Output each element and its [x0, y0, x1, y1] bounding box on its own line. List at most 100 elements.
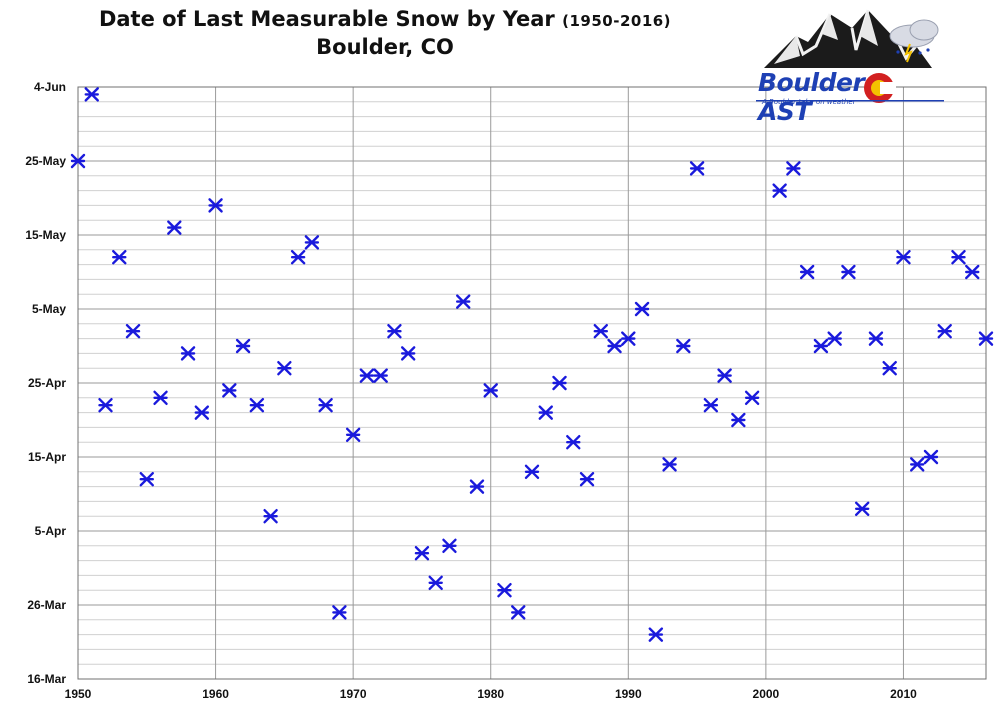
data-point-marker — [277, 361, 292, 376]
data-point-marker — [125, 324, 141, 339]
y-tick-label: 15-May — [25, 228, 66, 242]
bouldercast-logo: BoulderAST A Boulder take on weather — [756, 6, 946, 126]
x-tick-label: 2000 — [753, 687, 780, 701]
data-point-marker — [689, 161, 705, 176]
logo-brand-right: AST — [758, 97, 811, 126]
data-point-marker — [524, 464, 540, 479]
y-tick-label: 4-Jun — [34, 80, 66, 94]
x-axis-tick-labels: 1950 1960 1970 1980 1990 2000 2010 — [65, 687, 917, 701]
data-point-marker — [813, 338, 829, 354]
data-point-marker — [387, 324, 402, 339]
x-tick-label: 1950 — [65, 687, 92, 701]
data-point-marker — [579, 472, 595, 487]
y-tick-label: 25-Apr — [28, 376, 66, 390]
data-point-marker — [263, 509, 278, 524]
data-point-marker — [456, 294, 471, 309]
data-point-marker — [511, 605, 526, 620]
data-point-marker — [868, 331, 884, 346]
data-point-marker — [112, 249, 127, 265]
data-point-marker — [937, 324, 952, 339]
data-point-marker — [235, 338, 251, 354]
y-tick-label: 16-Mar — [27, 672, 66, 686]
data-point-marker — [428, 575, 443, 590]
data-point-marker — [607, 338, 622, 354]
data-point-marker — [359, 368, 375, 383]
data-point-marker — [621, 331, 636, 346]
data-point-marker — [84, 87, 99, 102]
logo-tagline: A Boulder take on weather — [762, 98, 856, 106]
data-markers — [70, 87, 994, 642]
data-point-marker — [400, 346, 416, 361]
x-tick-label: 2010 — [890, 687, 917, 701]
y-tick-label: 5-May — [32, 302, 66, 316]
data-point-marker — [222, 383, 237, 398]
data-point-marker — [662, 457, 677, 472]
data-point-marker — [249, 398, 265, 413]
data-point-marker — [703, 398, 719, 413]
data-point-marker — [332, 605, 347, 620]
data-point-marker — [70, 153, 86, 169]
data-point-marker — [676, 338, 691, 354]
data-point-marker — [139, 472, 154, 487]
data-point-marker — [98, 398, 113, 413]
data-point-marker — [634, 301, 650, 317]
y-axis-tick-labels: 16-Mar 26-Mar 5-Apr 15-Apr 25-Apr 5-May 15-May… — [25, 80, 66, 686]
x-tick-label: 1960 — [202, 687, 229, 701]
logo-brand-left: Boulder — [758, 68, 865, 97]
data-point-marker — [978, 331, 994, 346]
x-tick-label: 1980 — [477, 687, 504, 701]
data-point-marker — [965, 264, 980, 280]
data-point-marker — [552, 375, 567, 391]
chart-title-years: (1950-2016) — [562, 12, 672, 30]
minor-gridlines — [78, 101, 986, 665]
chart-title-main: Date of Last Measurable Snow by Year — [98, 7, 555, 31]
data-point-marker — [180, 346, 196, 361]
data-point-marker — [538, 405, 553, 420]
data-point-marker — [304, 235, 320, 250]
data-point-marker — [345, 427, 361, 442]
y-tick-label: 5-Apr — [35, 524, 67, 538]
y-tick-label: 25-May — [25, 154, 66, 168]
data-point-marker — [786, 161, 801, 176]
data-point-marker — [923, 449, 939, 465]
data-point-marker — [896, 249, 911, 265]
data-point-marker — [497, 583, 512, 598]
data-point-marker — [153, 390, 168, 405]
plot-area-frame — [77, 86, 987, 680]
data-point-marker — [910, 457, 925, 472]
data-point-marker — [744, 390, 760, 405]
logo-wordmark: BoulderAST — [758, 68, 946, 126]
data-point-marker — [772, 183, 787, 198]
data-point-marker — [951, 249, 966, 265]
data-point-marker — [290, 249, 306, 265]
x-tick-label: 1970 — [340, 687, 367, 701]
logo-mountains-icon — [756, 9, 944, 103]
data-point-marker — [648, 627, 664, 642]
y-tick-label: 15-Apr — [28, 450, 66, 464]
data-point-marker — [566, 435, 581, 450]
data-point-marker — [827, 331, 842, 346]
data-point-marker — [854, 501, 870, 516]
data-point-marker — [442, 538, 457, 553]
data-point-marker — [717, 368, 732, 383]
data-point-marker — [414, 546, 430, 561]
x-tick-label: 1990 — [615, 687, 642, 701]
data-point-marker — [194, 405, 210, 420]
y-tick-label: 26-Mar — [27, 598, 66, 612]
data-point-marker — [731, 412, 746, 428]
chart-title-location: Boulder, CO — [316, 35, 454, 59]
chart-title-line-1: Date of Last Measurable Snow by Year (19… — [0, 6, 770, 34]
data-point-marker — [882, 361, 897, 376]
data-point-marker — [373, 368, 388, 383]
data-point-marker — [841, 264, 856, 280]
data-point-marker — [483, 383, 498, 398]
data-point-marker — [469, 479, 485, 494]
chart-title: Date of Last Measurable Snow by Year (19… — [0, 6, 770, 60]
major-gridlines — [78, 86, 986, 680]
data-point-marker — [167, 220, 182, 235]
data-point-marker — [593, 324, 608, 339]
data-point-marker — [799, 264, 815, 280]
data-point-marker — [208, 198, 223, 213]
data-point-marker — [318, 398, 333, 413]
